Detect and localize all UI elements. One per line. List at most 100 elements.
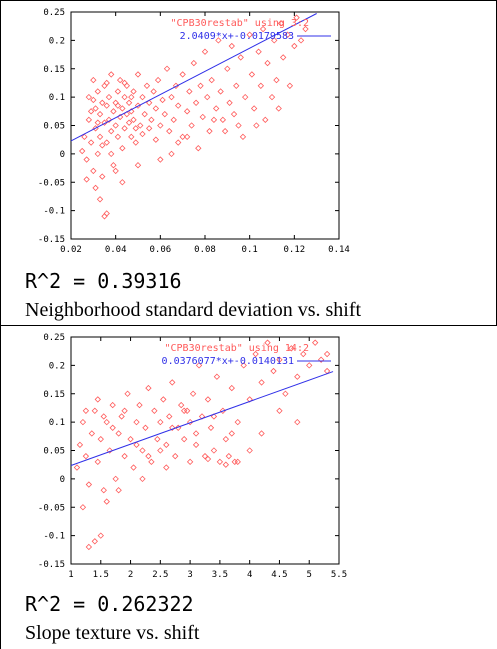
data-point [228, 430, 235, 437]
data-point [213, 373, 221, 380]
data-point [82, 407, 90, 414]
data-point [132, 139, 139, 146]
data-point [119, 105, 126, 112]
data-point [248, 71, 256, 78]
x-tick-label: 0.08 [194, 245, 216, 255]
data-point [85, 481, 93, 488]
y-tick-label: 0.1 [49, 93, 65, 103]
data-point [317, 356, 325, 363]
data-point [94, 150, 101, 158]
data-point [150, 88, 157, 95]
data-point [180, 407, 188, 414]
data-point [81, 133, 88, 141]
data-point [146, 99, 153, 106]
data-point [207, 424, 215, 431]
data-point [148, 458, 155, 466]
data-point [115, 430, 122, 437]
data-point [273, 76, 280, 84]
data-point [133, 418, 140, 426]
figure-caption: Slope texture vs. shift [25, 622, 200, 644]
y-tick-label: -0.1 [43, 532, 65, 542]
data-point [121, 79, 128, 87]
data-point [157, 447, 164, 454]
data-point [128, 133, 135, 141]
data-point [130, 464, 137, 471]
legend-points-label: "CPB30restab" using 3:2 [171, 18, 309, 29]
data-point [125, 99, 133, 106]
data-point [79, 504, 87, 511]
data-point [286, 82, 294, 89]
data-point [230, 110, 238, 118]
data-point [94, 458, 101, 466]
data-point [110, 162, 117, 169]
data-point [206, 128, 213, 135]
data-point [175, 139, 182, 146]
data-point [92, 184, 99, 192]
data-point [275, 105, 282, 112]
data-point [323, 350, 331, 358]
data-point [306, 362, 313, 369]
data-point [134, 162, 142, 169]
data-point [204, 455, 212, 463]
x-tick-label: 3 [187, 570, 192, 580]
data-point [258, 430, 265, 437]
data-point [159, 96, 166, 104]
data-point [186, 88, 193, 95]
data-point [300, 350, 307, 358]
y-tick-label: 0.25 [43, 333, 65, 343]
figure-cell-1: 0.25 0.2 0.15 0.1 0.05 0 -0.05 -0.1 -0.15 0.02 0.0… [0, 0, 497, 326]
data-point [154, 435, 161, 443]
data-point [179, 71, 186, 78]
x-tick-label: 0.14 [328, 245, 350, 255]
data-point [125, 119, 133, 126]
x-tick-label: 0.1 [242, 245, 258, 255]
data-point [101, 82, 108, 89]
data-point [166, 128, 173, 135]
data-point [79, 147, 86, 155]
data-point [233, 82, 240, 89]
data-point [160, 396, 167, 403]
data-point [130, 116, 137, 123]
data-point [85, 93, 93, 101]
data-point [169, 424, 176, 431]
data-point [237, 54, 244, 61]
data-point [255, 48, 262, 55]
data-point [259, 25, 267, 33]
data-point [246, 31, 253, 38]
data-point [121, 407, 128, 414]
y-tick-label: 0.25 [43, 8, 65, 18]
data-point [119, 179, 126, 186]
y-tick-label: 0.15 [43, 65, 65, 75]
data-point [157, 418, 164, 426]
data-point [297, 37, 305, 44]
data-point [235, 122, 242, 129]
data-point [250, 105, 258, 112]
data-point [99, 173, 106, 180]
data-point [271, 37, 278, 44]
data-point [105, 116, 113, 123]
data-point [112, 167, 119, 175]
data-point [115, 487, 122, 494]
data-point [85, 543, 93, 551]
data-point [85, 116, 93, 123]
data-point [73, 464, 81, 471]
data-point [112, 122, 119, 129]
data-point [157, 122, 164, 129]
data-point [163, 65, 171, 72]
y-tick-label: 0 [60, 475, 65, 485]
data-point [246, 396, 253, 403]
y-tick-label: 0.2 [49, 36, 65, 46]
data-point [97, 435, 104, 443]
data-point [96, 110, 104, 118]
data-point [201, 48, 209, 55]
data-point [91, 538, 98, 545]
data-point [262, 116, 269, 123]
data-point [94, 396, 101, 403]
data-point [119, 145, 126, 152]
data-point [121, 93, 128, 101]
data-point [163, 441, 170, 448]
data-point [121, 453, 128, 460]
r-squared-label: R^2 = 0.262322 [25, 592, 194, 616]
data-point [252, 350, 259, 358]
y-tick-label: 0.1 [49, 418, 65, 428]
